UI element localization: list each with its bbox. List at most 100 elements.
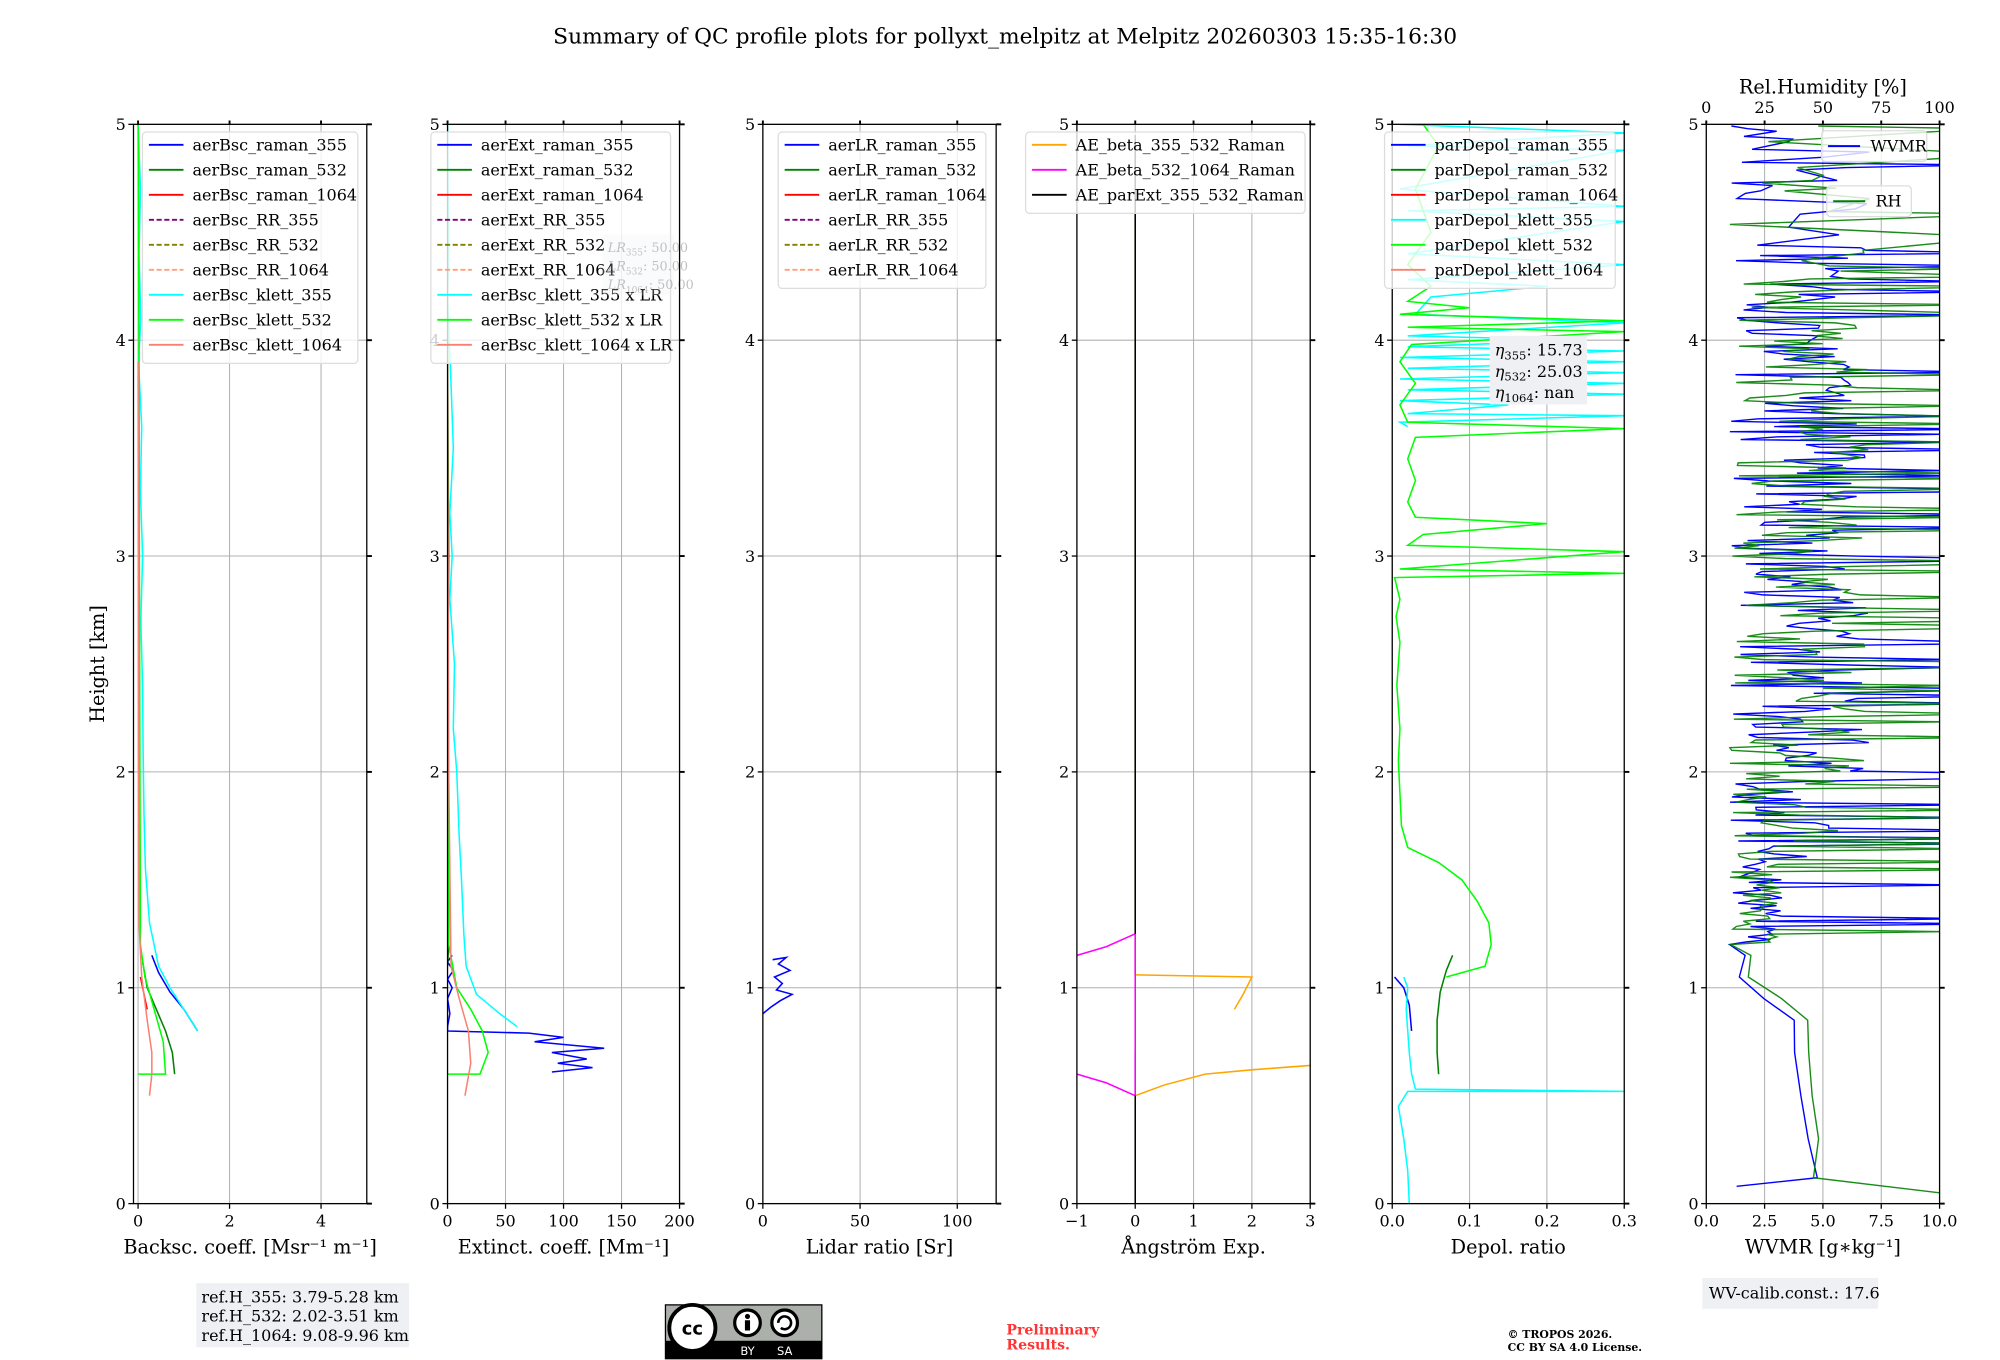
legend-label: aerBsc_raman_532 — [192, 161, 346, 180]
y-tick-label: 4 — [1059, 331, 1069, 350]
annotation-value: : 50.00 — [643, 259, 688, 274]
series-line-aerext-raman-355 — [447, 954, 605, 1073]
annotation-bg — [602, 234, 675, 296]
x-tick-label: 7.5 — [1869, 1212, 1894, 1231]
legend-label: aerExt_RR_532 — [481, 236, 606, 255]
legend-item-aerbsc-rr-532: aerBsc_RR_532 — [148, 236, 319, 255]
legend-label: WVMR — [1870, 136, 1927, 155]
y-tick-label: 3 — [745, 547, 755, 566]
x-axis-label: Depol. ratio — [1451, 1236, 1566, 1259]
legend-item-ae-beta-355-532-raman: AE_beta_355_532_Raman — [1032, 136, 1285, 155]
x-axis-label: WVMR [g∗kg⁻¹] — [1745, 1236, 1901, 1259]
legend-label: AE_beta_532_1064_Raman — [1075, 161, 1295, 180]
legend-label: aerLR_raman_355 — [828, 136, 976, 155]
annotation-subscript: 532 — [626, 267, 643, 277]
legend-item-aerext-rr-1064: aerExt_RR_1064 — [437, 261, 616, 280]
y-tick-label: 1 — [1374, 979, 1384, 998]
series-line-aerbsc-klett-1064 — [137, 361, 153, 1096]
annotation-value: : nan — [1534, 383, 1575, 402]
legend-item-pardepol-klett-532: parDepol_klett_532 — [1390, 236, 1593, 255]
series-line-ae-beta-532-1064-raman — [1076, 933, 1136, 957]
x-tick-label: 0.2 — [1534, 1212, 1559, 1231]
y-tick-label: 5 — [1374, 115, 1384, 134]
legend-label: aerExt_RR_355 — [481, 211, 606, 230]
top-x-tick-label: 25 — [1754, 98, 1774, 117]
series-line-aerbsc-klett-355 — [137, 124, 199, 1032]
legend-item-aerext-raman-1064: aerExt_raman_1064 — [437, 186, 644, 205]
legend-label: parDepol_klett_1064 — [1435, 261, 1604, 280]
legend-item-aerlr-rr-532: aerLR_RR_532 — [784, 236, 948, 255]
y-tick-label: 2 — [1059, 763, 1069, 782]
preliminary-line-1: Preliminary — [1006, 1322, 1100, 1338]
y-tick-label: 5 — [1059, 115, 1069, 134]
annotation--532: η532: 25.03 — [1495, 362, 1583, 384]
legend-label: aerExt_raman_532 — [481, 161, 634, 180]
cc-icon — [667, 1302, 718, 1353]
legend-item-aerlr-rr-355: aerLR_RR_355 — [784, 211, 948, 230]
wv-calib-text: WV-calib.const.: 17.6 — [1709, 1283, 1880, 1302]
y-tick-label: 3 — [1059, 547, 1069, 566]
legend-item-aerext-raman-532: aerExt_raman_532 — [437, 161, 634, 180]
y-tick-label: 0 — [745, 1194, 755, 1213]
annotation-value: : 50.00 — [649, 278, 694, 293]
x-tick-label: 0 — [442, 1212, 452, 1231]
x-tick-label: 10.0 — [1922, 1212, 1958, 1231]
legend-item-pardepol-klett-1064: parDepol_klett_1064 — [1390, 261, 1604, 280]
legend-item-pardepol-raman-355: parDepol_raman_355 — [1390, 136, 1609, 155]
annotation-bg — [1489, 335, 1588, 405]
x-tick-label: 0.0 — [1694, 1212, 1719, 1231]
legend-label: aerBsc_klett_355 — [192, 286, 331, 305]
cc-by-sa-logo: cc BY SA — [664, 1302, 823, 1360]
legend-label: parDepol_klett_355 — [1435, 211, 1594, 230]
x-tick-label: −1 — [1065, 1212, 1089, 1231]
annotation-symbol: η — [1495, 362, 1505, 381]
annotation-subscript: 532 — [1504, 370, 1526, 384]
legend-label: aerBsc_klett_532 x LR — [481, 311, 663, 330]
legend-wvmr: WVMR — [1820, 130, 1928, 163]
legend-item-aerbsc-klett-355-x-lr: aerBsc_klett_355 x LR — [437, 286, 663, 305]
legend-label: parDepol_raman_355 — [1435, 136, 1609, 155]
figure-title: Summary of QC profile plots for pollyxt_… — [553, 25, 1457, 50]
x-tick-label: 0.3 — [1611, 1212, 1636, 1231]
axes-frame — [132, 123, 368, 1205]
legend-item-pardepol-raman-1064: parDepol_raman_1064 — [1390, 186, 1618, 205]
ref-height-532: ref.H_532: 2.02-3.51 km — [201, 1307, 398, 1326]
legend-label: aerBsc_klett_355 x LR — [481, 286, 663, 305]
legend-label: aerExt_RR_1064 — [481, 261, 616, 280]
series-line-ae-beta-532-1064-raman — [1076, 1073, 1136, 1097]
annotation-subscript: 1064 — [1504, 391, 1533, 405]
legend-label: aerLR_RR_355 — [828, 211, 948, 230]
top-x-tick-label: 50 — [1813, 98, 1833, 117]
annotation--355: η355: 15.73 — [1495, 341, 1583, 363]
x-tick-label: 100 — [548, 1212, 579, 1231]
series-line-pardepol-raman-532 — [1436, 955, 1454, 1075]
legend-label: aerBsc_klett_1064 — [192, 336, 342, 355]
legend-item-aerbsc-raman-532: aerBsc_raman_532 — [148, 161, 347, 180]
legend-label: aerBsc_klett_1064 x LR — [481, 336, 673, 355]
legend-label: aerLR_raman_1064 — [828, 186, 986, 205]
legend-box — [1820, 130, 1928, 163]
cc-text: cc — [682, 1318, 703, 1339]
x-tick-label: 2 — [1247, 1212, 1257, 1231]
legend-item-aerext-rr-532: aerExt_RR_532 — [437, 236, 605, 255]
y-tick-label: 0 — [1059, 1194, 1069, 1213]
x-axis-label: Ångström Exp. — [1120, 1236, 1266, 1259]
legend: aerLR_raman_355 aerLR_raman_532 aerLR_rama… — [777, 131, 987, 290]
y-tick-label: 2 — [745, 763, 755, 782]
axes-frame — [1705, 123, 1941, 1205]
panel-2: 050100150200012345Extinct. coeff. [Mm⁻¹]… — [430, 115, 695, 1259]
legend-item-aerbsc-klett-1064: aerBsc_klett_1064 — [148, 336, 342, 355]
legend-label: aerExt_raman_1064 — [481, 186, 644, 205]
legend-label: aerLR_RR_1064 — [828, 261, 958, 280]
legend-label: AE_beta_355_532_Raman — [1075, 136, 1285, 155]
y-tick-label: 5 — [430, 115, 440, 134]
y-tick-label: 4 — [745, 331, 755, 350]
y-tick-label: 0 — [1374, 1194, 1384, 1213]
legend-item-aerlr-raman-1064: aerLR_raman_1064 — [784, 186, 987, 205]
x-tick-label: 3 — [1305, 1212, 1315, 1231]
legend-item-aerbsc-raman-355: aerBsc_raman_355 — [148, 136, 347, 155]
legend-label: aerExt_raman_355 — [481, 136, 634, 155]
series-line-aerbsc-klett-1064-x-lr — [447, 361, 472, 1096]
copyright-line-1: © TROPOS 2026. — [1508, 1328, 1613, 1341]
